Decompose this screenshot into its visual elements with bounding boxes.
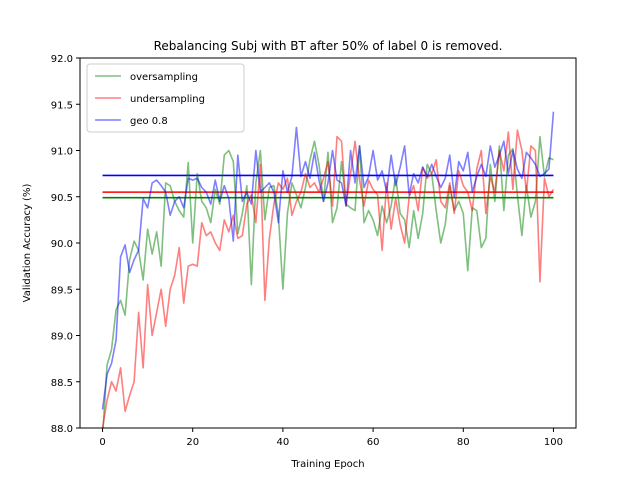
y-tick-label-90-5: 90.5 [51, 193, 73, 204]
series-lines [101, 111, 555, 428]
legend-label-geo-0-8: geo 0.8 [130, 116, 168, 127]
axes-frame [79, 57, 577, 429]
y-axis-label: Validation Accuracy (%) [22, 184, 33, 303]
x-tick-label-0: 0 [99, 437, 105, 448]
legend-label-undersampling: undersampling [130, 94, 205, 105]
chart-title: Rebalancing Subj with BT after 50% of la… [154, 39, 503, 53]
x-tick-label-80: 80 [457, 437, 470, 448]
legend-box [86, 63, 245, 133]
legend: oversampling undersampling geo 0.8 [86, 63, 245, 133]
y-tick-label-92-0: 92.0 [51, 54, 73, 65]
x-tick-label-20: 20 [186, 437, 199, 448]
y-tick-label-90-0: 90.0 [51, 239, 73, 250]
y-tick-label-91-5: 91.5 [51, 100, 73, 111]
y-tick-label-88-0: 88.0 [51, 424, 73, 435]
y-tick-label-88-5: 88.5 [51, 378, 73, 389]
x-axis-label: Training Epoch [290, 459, 364, 470]
y-tick-label-89-5: 89.5 [51, 285, 73, 296]
y-tick-label-89-0: 89.0 [51, 332, 73, 343]
x-tick-label-60: 60 [367, 437, 380, 448]
legend-label-oversampling: oversampling [130, 72, 198, 83]
series-line-geo-0-8 [101, 111, 555, 410]
y-tick-label-91-0: 91.0 [51, 147, 73, 158]
x-tick-label-40: 40 [277, 437, 290, 448]
series-line-oversampling [102, 135, 554, 428]
series-line-undersampling [101, 129, 555, 428]
x-axis-ticks: 0 20 40 60 80 100 [99, 428, 563, 448]
x-tick-label-100: 100 [544, 437, 563, 448]
y-axis-ticks: 88.0 88.5 89.0 89.5 90.0 90.5 91.0 91.5 92.0 [51, 54, 80, 435]
